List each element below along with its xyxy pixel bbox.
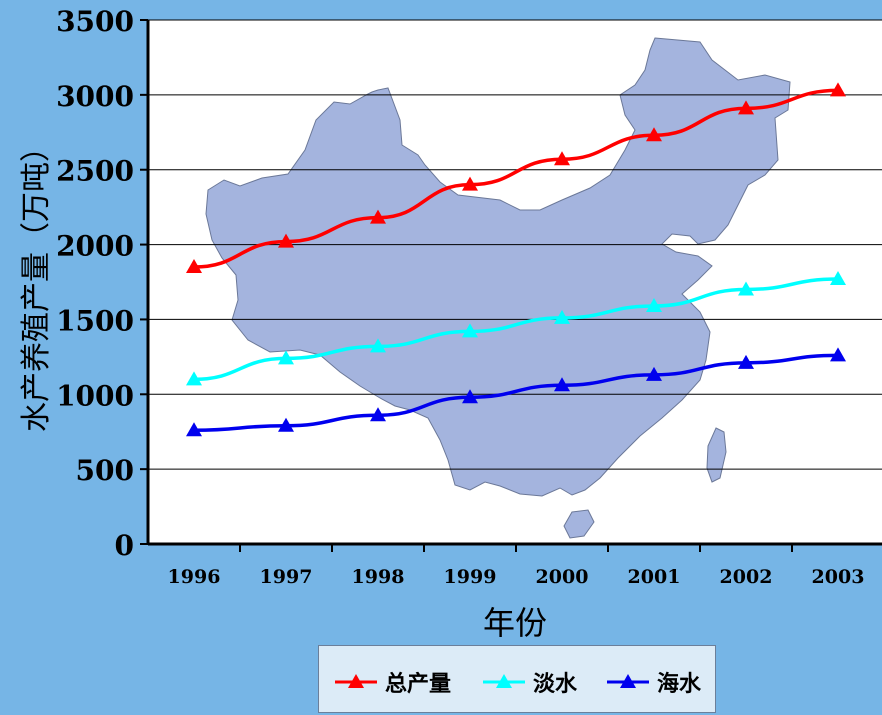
legend-item-total: 总产量 — [333, 666, 451, 698]
data-point-1-4 — [554, 309, 570, 324]
data-point-1-2 — [370, 338, 386, 353]
y-tick-label: 2000 — [56, 230, 134, 263]
legend: 总产量 淡水 海水 — [318, 645, 716, 713]
y-tick-label: 1500 — [56, 304, 134, 337]
data-point-0-7 — [830, 82, 846, 97]
data-point-1-3 — [462, 323, 478, 338]
y-tick-label: 2500 — [56, 155, 134, 188]
data-point-1-5 — [646, 297, 662, 312]
x-tick-label: 1998 — [352, 566, 405, 588]
data-point-0-6 — [738, 100, 754, 115]
legend-item-freshwater: 淡水 — [481, 666, 577, 698]
china-map-icon — [205, 37, 791, 497]
y-axis-label: 水产养殖产量（万吨） — [19, 132, 54, 432]
data-point-2-0 — [186, 422, 202, 437]
series-line-2 — [193, 353, 839, 432]
data-point-0-1 — [278, 233, 294, 248]
legend-marker-seawater — [607, 674, 649, 688]
data-point-0-4 — [554, 151, 570, 166]
data-point-0-5 — [646, 127, 662, 142]
data-point-2-3 — [462, 389, 478, 404]
x-axis-label: 年份 — [483, 604, 547, 642]
legend-label-seawater: 海水 — [657, 672, 702, 697]
series — [186, 82, 846, 437]
data-point-0-3 — [462, 176, 478, 191]
grid-lines — [148, 19, 882, 470]
data-point-1-1 — [278, 350, 294, 365]
data-point-2-6 — [738, 354, 754, 369]
legend-item-seawater: 海水 — [605, 666, 701, 698]
x-tick-label: 2002 — [720, 566, 773, 588]
data-point-2-1 — [278, 417, 294, 432]
series-line-0 — [193, 88, 839, 269]
legend-label-total: 总产量 — [385, 672, 452, 697]
y-tick-label: 500 — [76, 454, 134, 487]
data-point-1-7 — [830, 271, 846, 286]
data-point-0-2 — [370, 209, 386, 224]
y-tick-label: 3000 — [56, 80, 134, 113]
data-point-2-2 — [370, 407, 386, 422]
legend-marker-freshwater — [483, 674, 525, 688]
x-tick-label: 1999 — [444, 566, 497, 588]
x-tick-label: 1996 — [168, 566, 221, 588]
series-line-1 — [193, 277, 839, 382]
tick-labels: 0 500 1000 1500 2000 2500 3000 3500 1996 1997 1998… — [56, 5, 864, 588]
taiwan-map-icon — [706, 427, 727, 483]
x-tick-label: 1997 — [260, 566, 313, 588]
data-point-2-4 — [554, 377, 570, 392]
data-point-1-0 — [186, 371, 202, 386]
data-point-2-5 — [646, 366, 662, 381]
x-tick-label: 2000 — [536, 566, 589, 588]
data-point-0-0 — [186, 259, 202, 274]
data-point-1-6 — [738, 281, 754, 296]
data-point-2-7 — [830, 347, 846, 362]
y-tick-label: 0 — [115, 529, 134, 562]
hainan-map-icon — [563, 509, 595, 539]
legend-marker-total — [335, 674, 377, 688]
x-tick-label: 2003 — [812, 566, 865, 588]
legend-label-freshwater: 淡水 — [533, 672, 578, 697]
axes — [140, 19, 882, 552]
x-tick-label: 2001 — [628, 566, 681, 588]
y-tick-label: 3500 — [56, 5, 134, 38]
y-tick-label: 1000 — [56, 379, 134, 412]
